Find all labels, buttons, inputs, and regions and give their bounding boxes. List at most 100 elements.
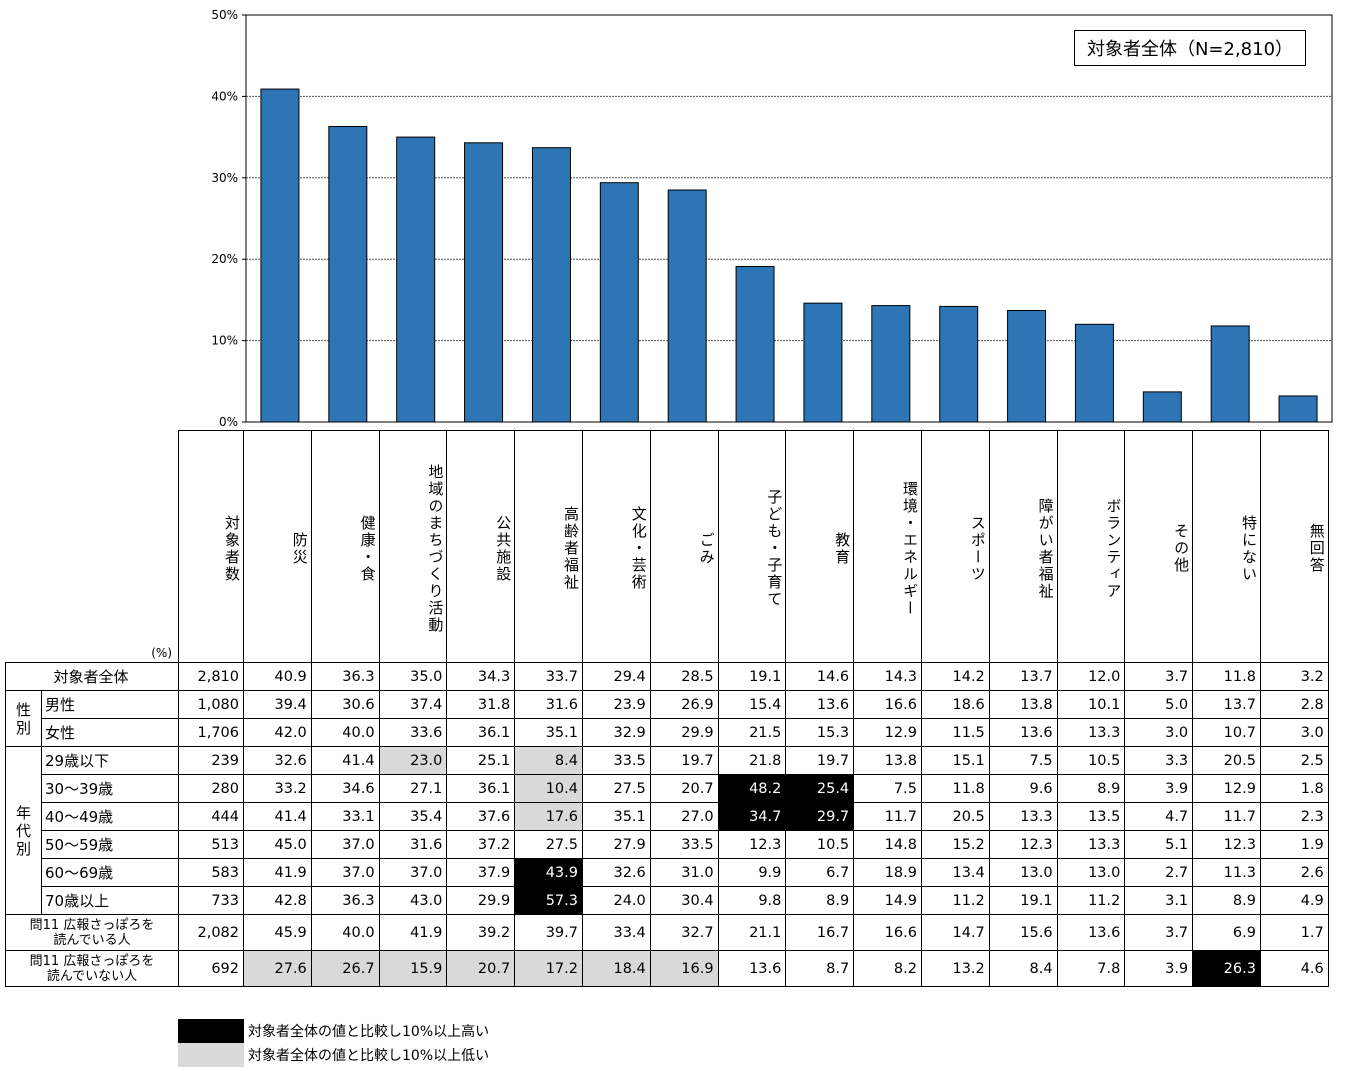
row-label: 30～39歳 bbox=[41, 774, 179, 803]
bar-11 bbox=[939, 305, 979, 423]
table-cell: 8.2 bbox=[853, 950, 922, 987]
table-cell: 45.0 bbox=[243, 830, 312, 859]
table-cell: 31.0 bbox=[649, 858, 719, 887]
table-cell: 12.3 bbox=[988, 830, 1058, 859]
table-cell: 14.3 bbox=[853, 662, 922, 691]
table-cell: 3.7 bbox=[1124, 914, 1194, 951]
count-cell: 513 bbox=[178, 830, 244, 859]
table-cell: 5.1 bbox=[1124, 830, 1194, 859]
y-tick-label: 40% bbox=[211, 89, 238, 103]
table-cell: 11.7 bbox=[853, 802, 922, 831]
col-header: 高齢者福祉 bbox=[514, 430, 583, 663]
table-cell: 48.2 bbox=[717, 774, 787, 803]
table-cell: 13.2 bbox=[920, 950, 990, 987]
bar-12 bbox=[1007, 309, 1047, 423]
table-cell: 14.2 bbox=[920, 662, 990, 691]
table-cell: 39.7 bbox=[514, 914, 583, 951]
table-cell: 27.5 bbox=[581, 774, 651, 803]
bar-16 bbox=[1278, 395, 1318, 423]
table-cell: 8.7 bbox=[785, 950, 855, 987]
table-cell: 4.6 bbox=[1259, 950, 1329, 987]
table-cell: 32.6 bbox=[243, 746, 312, 775]
table-cell: 39.4 bbox=[243, 690, 312, 719]
table-cell: 13.6 bbox=[1056, 914, 1126, 951]
table-cell: 13.8 bbox=[853, 746, 922, 775]
table-cell: 36.3 bbox=[310, 886, 380, 915]
table-cell: 43.0 bbox=[378, 886, 448, 915]
table-cell: 21.5 bbox=[717, 718, 787, 747]
col-header: 環境・エネルギー bbox=[853, 430, 922, 663]
bar-chart: 0% 10% 20% 30% 40% 50% bbox=[211, 8, 1333, 429]
table-cell: 8.9 bbox=[1192, 886, 1261, 915]
table-cell: 10.1 bbox=[1056, 690, 1126, 719]
table-cell: 6.9 bbox=[1192, 914, 1261, 951]
y-tick-label: 30% bbox=[211, 171, 238, 185]
bar-14 bbox=[1142, 391, 1182, 423]
table-cell: 31.6 bbox=[514, 690, 583, 719]
table-cell: 3.7 bbox=[1124, 662, 1194, 691]
table-cell: 12.3 bbox=[717, 830, 787, 859]
row-label: 40～49歳 bbox=[41, 802, 179, 831]
table-cell: 11.5 bbox=[920, 718, 990, 747]
table-cell: 40.0 bbox=[310, 914, 380, 951]
table-cell: 17.6 bbox=[514, 802, 583, 831]
table-cell: 16.7 bbox=[785, 914, 855, 951]
col-header: 特にない bbox=[1192, 430, 1261, 663]
table-cell: 6.7 bbox=[785, 858, 855, 887]
table-cell: 36.3 bbox=[310, 662, 380, 691]
table-cell: 33.6 bbox=[378, 718, 448, 747]
bar-13 bbox=[1074, 323, 1114, 423]
plot-area bbox=[245, 14, 1333, 423]
table-cell: 16.6 bbox=[853, 690, 922, 719]
table-cell: 15.4 bbox=[717, 690, 787, 719]
table-cell: 3.9 bbox=[1124, 774, 1194, 803]
table-cell: 37.4 bbox=[378, 690, 448, 719]
table-cell: 2.8 bbox=[1259, 690, 1329, 719]
table-cell: 3.1 bbox=[1124, 886, 1194, 915]
table-cell: 12.0 bbox=[1056, 662, 1126, 691]
table-cell: 18.9 bbox=[853, 858, 922, 887]
count-cell: 280 bbox=[178, 774, 244, 803]
table-cell: 41.4 bbox=[243, 802, 312, 831]
table-cell: 33.2 bbox=[243, 774, 312, 803]
table-cell: 29.9 bbox=[446, 886, 516, 915]
col-header: 子ども・子育て bbox=[717, 430, 787, 663]
count-cell: 583 bbox=[178, 858, 244, 887]
row-label-q11: 問11 広報さっぽろを 読んでいる人 bbox=[5, 914, 179, 951]
table-cell: 13.3 bbox=[988, 802, 1058, 831]
table-cell: 31.6 bbox=[378, 830, 448, 859]
bar-5 bbox=[531, 147, 571, 423]
table-cell: 20.7 bbox=[446, 950, 516, 987]
table-cell: 11.2 bbox=[1056, 886, 1126, 915]
table-cell: 19.1 bbox=[717, 662, 787, 691]
table-cell: 33.7 bbox=[514, 662, 583, 691]
col-header: その他 bbox=[1124, 430, 1194, 663]
table-cell: 27.9 bbox=[581, 830, 651, 859]
count-cell: 1,080 bbox=[178, 690, 244, 719]
col-header: ごみ bbox=[649, 430, 719, 663]
table-cell: 13.7 bbox=[988, 662, 1058, 691]
bar-10 bbox=[871, 305, 911, 423]
table-cell: 35.0 bbox=[378, 662, 448, 691]
bar-15 bbox=[1210, 325, 1250, 423]
table-cell: 41.9 bbox=[378, 914, 448, 951]
table-cell: 8.4 bbox=[988, 950, 1058, 987]
row-label: 男性 bbox=[41, 690, 179, 719]
table-cell: 11.7 bbox=[1192, 802, 1261, 831]
table-cell: 19.1 bbox=[988, 886, 1058, 915]
table-cell: 13.3 bbox=[1056, 830, 1126, 859]
y-tick-label: 50% bbox=[211, 8, 238, 22]
table-cell: 9.8 bbox=[717, 886, 787, 915]
table-cell: 15.2 bbox=[920, 830, 990, 859]
table-cell: 41.9 bbox=[243, 858, 312, 887]
table-cell: 3.9 bbox=[1124, 950, 1194, 987]
table-cell: 2.3 bbox=[1259, 802, 1329, 831]
table-cell: 11.8 bbox=[1192, 662, 1261, 691]
table-cell: 45.9 bbox=[243, 914, 312, 951]
table-cell: 32.9 bbox=[581, 718, 651, 747]
table-cell: 20.5 bbox=[1192, 746, 1261, 775]
table-cell: 3.3 bbox=[1124, 746, 1194, 775]
table-cell: 28.5 bbox=[649, 662, 719, 691]
table-cell: 29.7 bbox=[785, 802, 855, 831]
table-cell: 13.5 bbox=[1056, 802, 1126, 831]
